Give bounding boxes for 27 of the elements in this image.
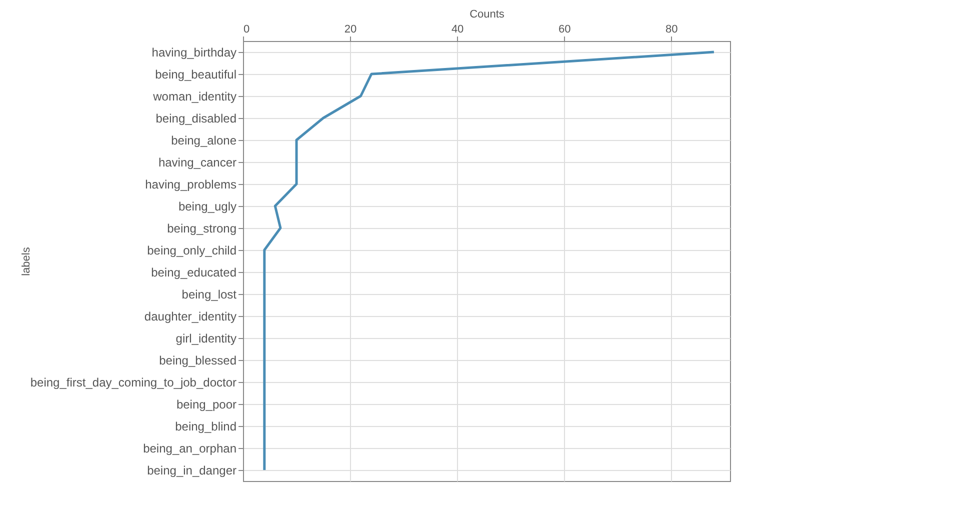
y-tick-label: being_strong — [167, 222, 236, 236]
y-tick-label: being_alone — [171, 134, 237, 148]
y-tick-label: having_birthday — [152, 46, 236, 60]
y-tick-label: having_cancer — [158, 156, 236, 170]
y-tick-label: being_disabled — [156, 112, 236, 126]
y-tick-label: being_beautiful — [155, 68, 236, 82]
y-tick-label: being_educated — [151, 266, 236, 280]
y-tick-label: girl_identity — [176, 332, 236, 346]
x-tick-label: 40 — [451, 24, 464, 36]
y-tick-label: being_ugly — [178, 200, 236, 214]
x-tick-label: 20 — [344, 24, 357, 36]
y-tick-label: being_only_child — [147, 244, 236, 258]
y-tick-label: being_first_day_coming_to_job_doctor — [30, 376, 236, 390]
y-tick-label: being_in_danger — [147, 464, 236, 478]
x-tick-label: 0 — [244, 24, 250, 36]
y-tick-label: having_problems — [145, 178, 236, 192]
y-axis-title: labels — [20, 246, 32, 276]
x-axis-title: Counts — [470, 8, 505, 20]
x-tick-label: 60 — [558, 24, 571, 36]
y-tick-label: daughter_identity — [144, 310, 236, 324]
y-tick-label: being_poor — [176, 398, 236, 412]
x-tick-label: 80 — [666, 24, 678, 36]
y-tick-label: woman_identity — [152, 90, 236, 104]
y-tick-label: being_blind — [175, 420, 236, 434]
y-tick-label: being_lost — [182, 288, 238, 302]
y-tick-label: being_an_orphan — [143, 442, 236, 456]
y-tick-label: being_blessed — [159, 354, 236, 368]
